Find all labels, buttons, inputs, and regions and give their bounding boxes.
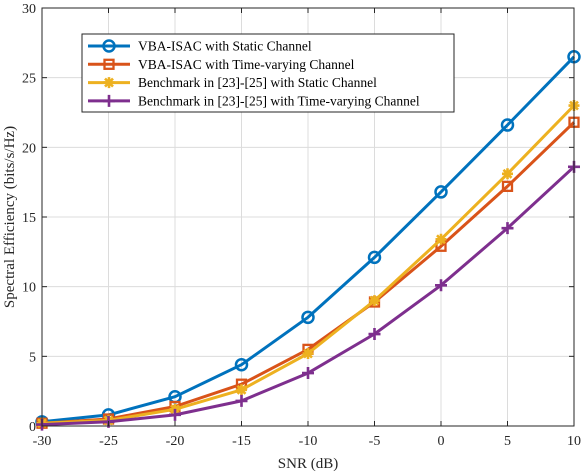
x-tick-label: -25: [99, 434, 118, 449]
data-point: [301, 310, 315, 325]
data-point: [501, 222, 514, 235]
legend-label: Benchmark in [23]-[25] with Static Chann…: [138, 75, 377, 90]
x-tick-label: -15: [232, 434, 251, 449]
data-point: [501, 180, 514, 192]
plot-series: [35, 50, 581, 431]
data-point: [302, 348, 314, 360]
x-tick-label: -30: [33, 434, 52, 449]
data-point: [502, 168, 513, 180]
data-point: [236, 384, 247, 396]
legend-entry: VBA-ISAC with Time-varying Channel: [88, 57, 355, 72]
x-tick-label: 0: [438, 434, 445, 449]
data-point: [169, 408, 181, 421]
y-tick-label: 0: [29, 420, 36, 435]
legend-marker: [103, 94, 115, 107]
x-tick-label: -20: [166, 434, 185, 449]
y-tick-label: 20: [22, 141, 36, 156]
data-point: [369, 295, 380, 307]
axis-ticks: -30 -25 -20 -15 -10 -5 0 5 10 0 5 10 15 20 25 30: [22, 2, 581, 449]
series-line: [41, 55, 576, 424]
legend-label: Benchmark in [23]-[25] with Time-varying…: [138, 93, 420, 108]
legend: VBA-ISAC with Static Channel VBA-ISAC wit…: [81, 33, 455, 113]
data-point: [434, 185, 448, 199]
legend-marker: [103, 77, 115, 89]
y-tick-label: 25: [22, 72, 36, 87]
legend-label: VBA-ISAC with Static Channel: [138, 39, 312, 54]
y-tick-label: 15: [22, 211, 36, 226]
data-point: [367, 250, 382, 265]
legend-entry: Benchmark in [23]-[25] with Time-varying…: [88, 93, 420, 108]
data-point: [302, 367, 314, 380]
legend-label: VBA-ISAC with Time-varying Channel: [138, 57, 355, 72]
x-tick-label: -5: [369, 434, 381, 449]
legend-entry: VBA-ISAC with Static Channel: [88, 39, 312, 54]
y-axis-label: Spectral Efficiency (bits/s/Hz): [2, 126, 18, 308]
x-tick-label: 10: [567, 434, 581, 449]
data-point: [235, 394, 248, 407]
y-tick-label: 30: [22, 2, 36, 17]
data-point: [500, 118, 515, 132]
legend-marker: [103, 58, 115, 70]
legend-box: [81, 33, 455, 113]
legend-marker: [102, 39, 116, 53]
data-point: [435, 279, 447, 292]
data-point: [435, 233, 447, 245]
data-point: [234, 357, 249, 372]
y-tick-label: 5: [29, 350, 36, 365]
x-tick-label: 5: [504, 434, 511, 449]
data-point: [368, 328, 381, 341]
legend-entry: Benchmark in [23]-[25] with Static Chann…: [88, 75, 377, 90]
x-axis-label: SNR (dB): [278, 456, 338, 472]
x-tick-label: -10: [299, 434, 318, 449]
y-tick-label: 10: [22, 281, 36, 296]
